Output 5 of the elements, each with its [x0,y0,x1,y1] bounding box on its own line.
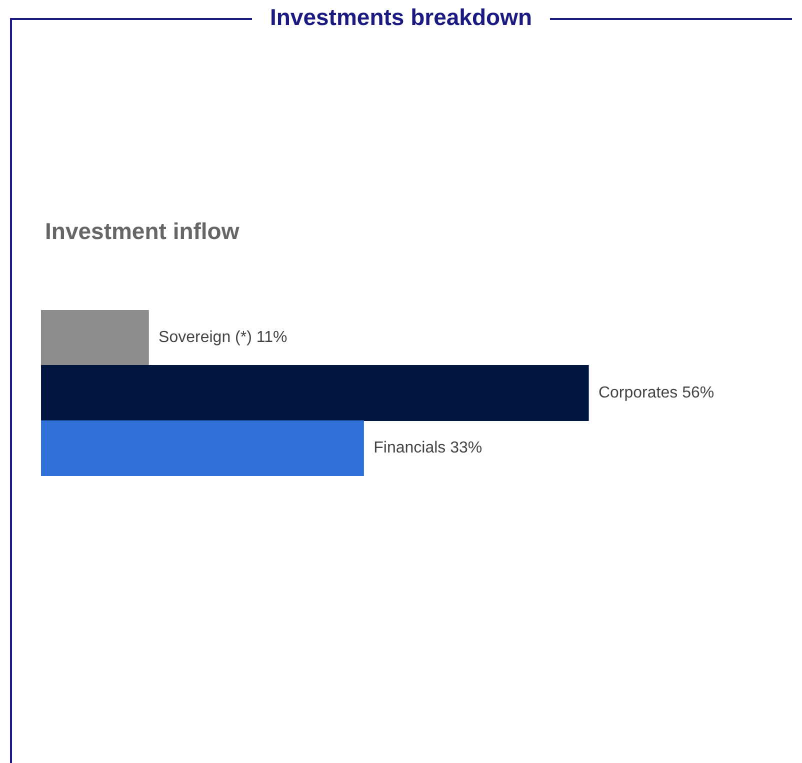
data-label: Corporates 56% [598,384,714,402]
chart-subtitle: Investment inflow [45,218,240,245]
chart-title: Investments breakdown [252,4,550,30]
data-label: Financials 33% [374,440,482,457]
data-label: Sovereign (*) 11% [158,329,288,346]
